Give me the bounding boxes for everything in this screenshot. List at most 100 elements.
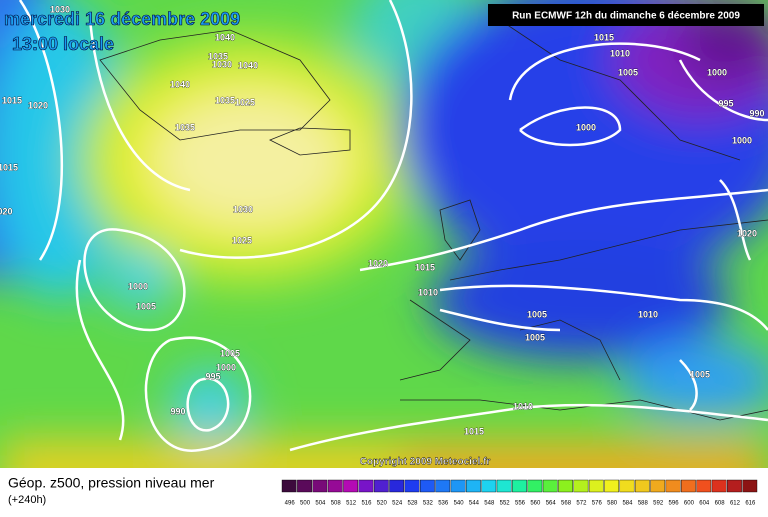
scale-label: 496	[285, 501, 296, 507]
isobar-label: 995	[718, 98, 733, 108]
scale-label: 552	[500, 501, 511, 507]
scale-label: 520	[377, 501, 388, 507]
isobar-label: 1035	[175, 122, 195, 132]
scale-label: 548	[484, 501, 495, 507]
scale-swatch	[696, 479, 712, 493]
scale-label: 504	[315, 501, 326, 507]
scale-swatch	[481, 479, 497, 493]
footer-title: Géop. z500, pression niveau mer	[8, 475, 215, 491]
scale-label: 540	[454, 501, 465, 507]
isobar-label: 1005	[618, 67, 638, 77]
isobar-label: 020	[0, 206, 13, 216]
scale-label: 544	[469, 501, 480, 507]
isobar-label: 1030	[212, 59, 232, 69]
scale-label: 596	[669, 501, 680, 507]
scale-swatch	[343, 479, 358, 493]
scale-label: 600	[684, 501, 695, 507]
isobar-label: 1015	[594, 32, 614, 42]
run-box	[488, 4, 764, 26]
isobar-label: 1020	[28, 100, 48, 110]
isobar-label: 1005	[525, 332, 545, 342]
scale-swatch	[634, 479, 650, 493]
isobar-label: 1035	[208, 51, 228, 61]
scale-swatch	[404, 479, 420, 493]
isobar-label: 1035	[215, 95, 235, 105]
scale-label: 608	[715, 501, 726, 507]
scale-label: 508	[331, 501, 342, 507]
scale-label: 556	[515, 501, 526, 507]
isobar-label: 990	[170, 406, 185, 416]
isobar-label: 1000	[707, 67, 727, 77]
scale-label: 560	[530, 501, 541, 507]
scale-swatch	[419, 479, 435, 493]
scale-swatch	[297, 479, 312, 493]
scale-swatch	[588, 479, 604, 493]
scale-swatch	[742, 479, 758, 493]
scale-swatch	[681, 479, 696, 493]
isobar-label: 1005	[220, 348, 240, 358]
isobar-label: 1000	[576, 122, 596, 132]
scale-swatch	[527, 479, 543, 493]
scale-swatch	[711, 479, 727, 493]
scale-swatch	[450, 479, 466, 493]
scale-swatch	[512, 479, 527, 493]
scale-label: 584	[622, 501, 633, 507]
isobar-label: 1040	[170, 79, 190, 89]
scale-label: 592	[653, 501, 664, 507]
isobar-label: 1015	[0, 162, 18, 172]
isobar-label: 1015	[415, 262, 435, 272]
copyright: Copyright 2009 Meteociel.fr	[360, 457, 491, 468]
isobar-label: 1010	[638, 309, 658, 319]
scale-swatch	[665, 479, 681, 493]
scale-label: 532	[423, 501, 434, 507]
isobar-label: 1010	[513, 401, 533, 411]
isobar-label: 1040	[238, 60, 258, 70]
scale-swatch	[558, 479, 573, 493]
scale-swatch	[604, 479, 620, 493]
footer-lead: (+240h)	[8, 494, 46, 506]
isobar-label: 1030	[233, 204, 253, 214]
scale-label: 580	[607, 501, 618, 507]
scale-swatch	[619, 479, 635, 493]
scale-swatch	[542, 479, 558, 493]
scale-label: 612	[730, 501, 741, 507]
isobar-label: 1025	[235, 97, 255, 107]
scale-label: 576	[592, 501, 603, 507]
scale-label: 512	[346, 501, 357, 507]
forecast-date: mercredi 16 décembre 2009	[4, 9, 240, 29]
scale-swatch	[466, 479, 481, 493]
scale-label: 500	[300, 501, 311, 507]
isobar-label: 1020	[368, 258, 388, 268]
forecast-time: 13:00 locale	[12, 34, 114, 54]
isobar-label: 1005	[136, 301, 156, 311]
scale-swatch	[327, 479, 343, 493]
scale-label: 588	[638, 501, 649, 507]
isobar-label: 1010	[610, 48, 630, 58]
scale-label: 572	[576, 501, 587, 507]
isobar-label: 1030	[50, 4, 70, 14]
scale-label: 616	[745, 501, 756, 507]
isobar-label: 1000	[216, 362, 236, 372]
isobar-label: 1015	[2, 95, 22, 105]
scale-swatch	[727, 479, 742, 493]
scale-label: 564	[546, 501, 557, 507]
scale-label: 568	[561, 501, 572, 507]
scale-label: 604	[699, 501, 710, 507]
scale-label: 536	[438, 501, 449, 507]
scale-swatch	[389, 479, 405, 493]
isobar-label: 995	[205, 371, 220, 381]
isobar-label: 1015	[464, 426, 484, 436]
scale-label: 516	[361, 501, 372, 507]
isobar-label: 1005	[690, 369, 710, 379]
scale-swatch	[312, 479, 328, 493]
isobar-label: 1000	[732, 135, 752, 145]
color-scale: 496 500 504 508 512 516 520 524 528 532 536 540 544 5…	[281, 479, 758, 507]
scale-swatch	[373, 479, 389, 493]
scale-swatch	[496, 479, 512, 493]
isobar-label: 1020	[737, 228, 757, 238]
scale-swatch	[281, 479, 297, 493]
run-info: Run ECMWF 12h du dimanche 6 décembre 200…	[512, 11, 740, 22]
isobar-label: 1005	[527, 309, 547, 319]
